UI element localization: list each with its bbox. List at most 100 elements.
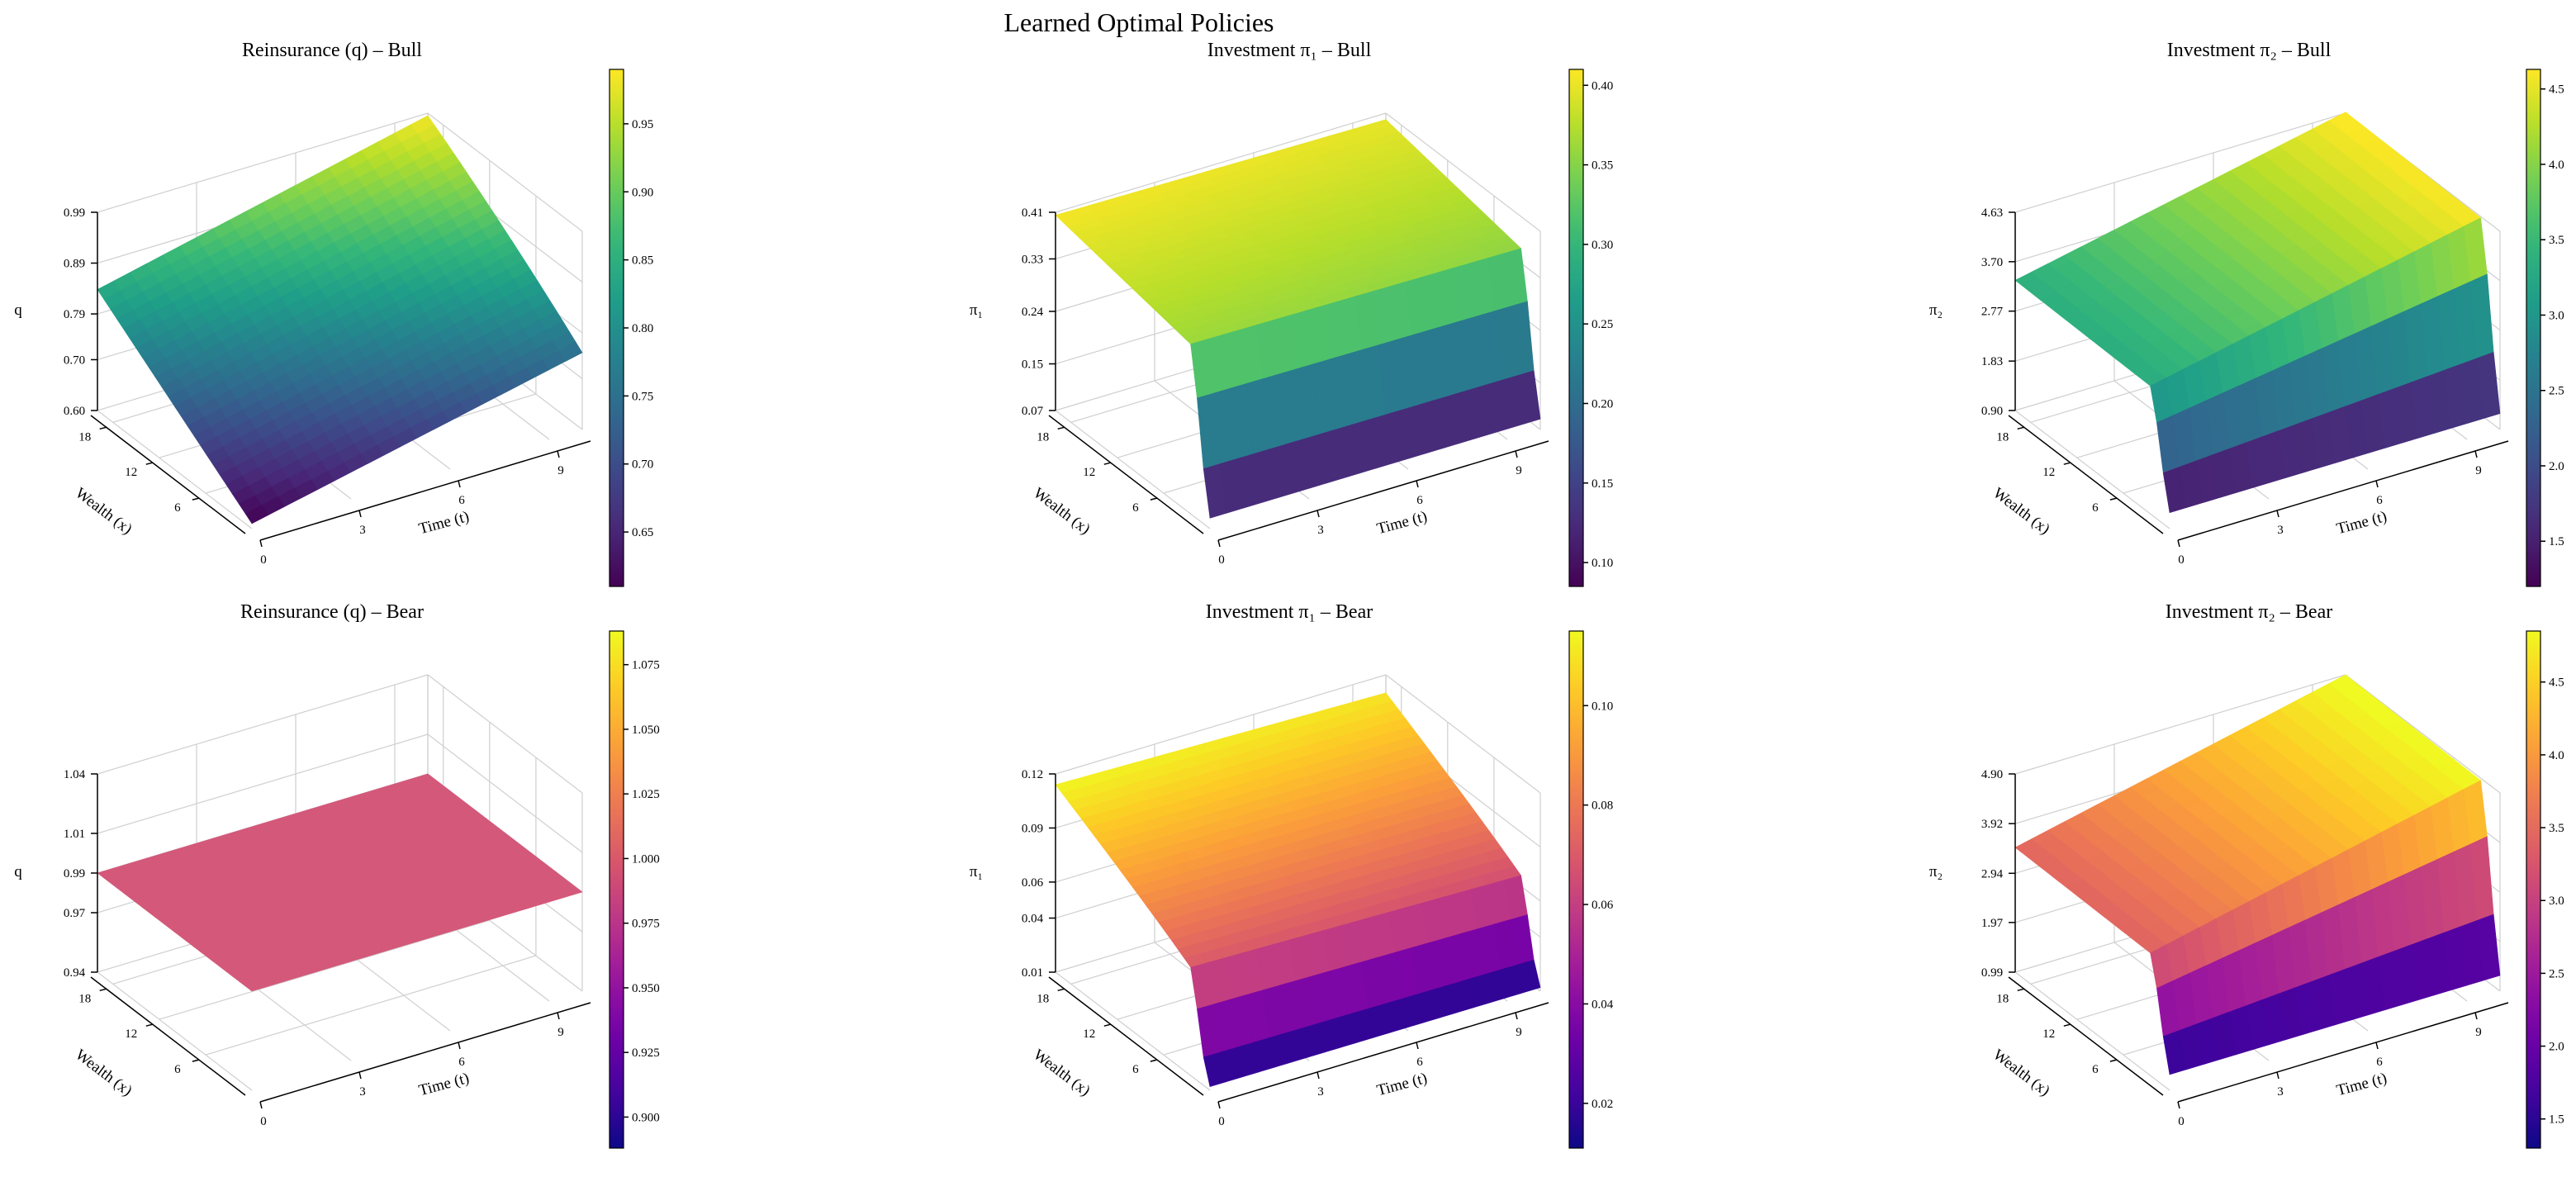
colorbar-tick-label: 1.025	[632, 788, 660, 801]
colorbar-gradient	[2526, 69, 2541, 587]
time-axis-line	[2177, 440, 2509, 541]
colorbar-tick-label: 0.85	[632, 254, 653, 268]
z-tick-label: 0.15	[1022, 358, 1043, 372]
z-tick-label: 0.12	[1022, 768, 1043, 781]
z-tick-label: 2.94	[1981, 867, 2004, 880]
z-tick-label: 3.70	[1981, 256, 2003, 269]
z-tick-label: 0.33	[1022, 253, 1043, 266]
colorbar: 0.900 0.925 0.950 0.975 1.000 1.025 1.050 1.075	[609, 630, 660, 1149]
wealth-tick-label: 6	[1132, 501, 1139, 515]
colorbar-tick-label: 3.0	[2549, 895, 2564, 908]
wealth-axis-label: Wealth (x)	[1030, 484, 1093, 538]
surface-patch	[558, 341, 583, 362]
colorbar-tick-label: 3.5	[2549, 234, 2564, 247]
z-tick-label: 0.41	[1022, 206, 1043, 220]
time-tick-label: 6	[1416, 1056, 1423, 1069]
colorbar-tick-label: 0.25	[1592, 318, 1613, 331]
colorbar-gradient	[1568, 630, 1584, 1149]
wealth-tick-label: 12	[2042, 466, 2055, 479]
wealth-tick-label: 18	[78, 430, 91, 444]
time-axis-label: Time (t)	[417, 1070, 471, 1099]
colorbar-tick-label: 0.15	[1592, 477, 1613, 491]
colorbar-tick-label: 0.20	[1592, 397, 1613, 411]
time-axis-label: Time (t)	[417, 508, 471, 538]
wealth-axis-label: Wealth (x)	[1030, 1046, 1093, 1099]
z-tick-label: 0.99	[1981, 966, 2003, 980]
time-axis-line	[1217, 440, 1549, 541]
time-tick-label: 3	[359, 1085, 366, 1099]
wealth-axis-label: Wealth (x)	[1990, 484, 2053, 538]
colorbar-tick-label: 2.5	[2549, 385, 2564, 398]
z-tick-label: 0.97	[64, 907, 86, 920]
surface	[2014, 674, 2501, 1075]
time-tick-label: 0	[1218, 1115, 1225, 1128]
wealth-tick-label: 6	[1132, 1063, 1139, 1076]
panel-title: Investment π₁ – Bear	[1206, 601, 1373, 623]
colorbar: 1.5 2.0 2.5 3.0 3.5 4.0 4.5	[2526, 630, 2564, 1149]
colorbar-tick-label: 0.95	[632, 118, 653, 131]
colorbar-tick-label: 0.80	[632, 322, 653, 335]
time-tick-label: 0	[2178, 553, 2185, 567]
time-tick-label: 3	[1317, 524, 1324, 537]
wealth-axis-label: Wealth (x)	[72, 484, 135, 538]
colorbar-tick-label: 3.5	[2549, 822, 2564, 835]
colorbar-tick-label: 2.5	[2549, 967, 2564, 980]
colorbar-tick-label: 0.30	[1592, 239, 1613, 252]
colorbar-tick-label: 4.0	[2549, 159, 2564, 172]
z-tick-label: 0.01	[1022, 966, 1043, 980]
colorbar-gradient	[2526, 630, 2541, 1149]
time-tick-label: 9	[557, 464, 564, 477]
z-axis-label: q	[14, 863, 22, 880]
time-tick-label: 9	[1516, 1026, 1522, 1039]
wealth-tick-label: 18	[1996, 430, 2009, 444]
colorbar-gradient	[1568, 69, 1584, 587]
time-tick-label: 3	[2277, 524, 2284, 537]
z-tick-label: 0.09	[1022, 822, 1043, 835]
z-tick-label: 0.89	[64, 258, 85, 271]
time-axis-label: Time (t)	[1375, 508, 1429, 538]
wealth-tick-label: 12	[1083, 1028, 1095, 1041]
wealth-tick-label: 12	[125, 1028, 137, 1041]
time-tick-label: 0	[2178, 1115, 2185, 1128]
colorbar-tick-label: 0.10	[1592, 557, 1613, 570]
wealth-axis-line	[2008, 415, 2164, 534]
colorbar-tick-label: 0.70	[632, 458, 653, 472]
z-axis-label: π₁	[970, 301, 983, 319]
panel-title: Investment π₂ – Bull	[2167, 40, 2332, 61]
wealth-tick-label: 18	[1037, 992, 1049, 1005]
wealth-tick-label: 6	[2092, 501, 2099, 515]
time-axis-line	[259, 440, 591, 541]
colorbar-tick-label: 1.5	[2549, 535, 2564, 548]
wealth-axis-label: Wealth (x)	[1990, 1046, 2053, 1099]
colorbar-tick-label: 0.02	[1592, 1098, 1613, 1111]
colorbar-tick-label: 0.90	[632, 186, 653, 199]
colorbar-tick-label: 0.65	[632, 526, 653, 539]
wealth-tick-label: 6	[174, 501, 181, 515]
z-tick-label: 0.94	[64, 966, 86, 980]
time-tick-label: 3	[1317, 1085, 1324, 1099]
colorbar-tick-label: 4.5	[2549, 676, 2564, 690]
colorbar-tick-label: 2.0	[2549, 1041, 2564, 1054]
time-tick-label: 9	[2475, 1026, 2482, 1039]
colorbar-tick-label: 1.000	[632, 852, 660, 866]
z-tick-label: 1.04	[64, 768, 86, 781]
time-tick-label: 9	[2475, 464, 2482, 477]
time-tick-label: 3	[359, 524, 366, 537]
z-tick-label: 1.97	[1981, 917, 2004, 930]
colorbar-gradient	[609, 630, 624, 1149]
time-tick-label: 6	[1416, 494, 1423, 507]
colorbar-tick-label: 0.900	[632, 1111, 660, 1124]
time-axis-label: Time (t)	[2335, 508, 2389, 538]
z-tick-label: 0.79	[64, 308, 85, 321]
z-tick-label: 0.70	[64, 354, 85, 367]
wealth-tick-label: 6	[2092, 1063, 2099, 1076]
colorbar-gradient	[609, 69, 624, 587]
colorbar-tick-label: 0.06	[1592, 899, 1614, 912]
time-axis-label: Time (t)	[2335, 1070, 2389, 1099]
time-tick-label: 9	[557, 1026, 564, 1039]
z-axis-label: q	[14, 301, 22, 319]
time-tick-label: 9	[1516, 464, 1522, 477]
